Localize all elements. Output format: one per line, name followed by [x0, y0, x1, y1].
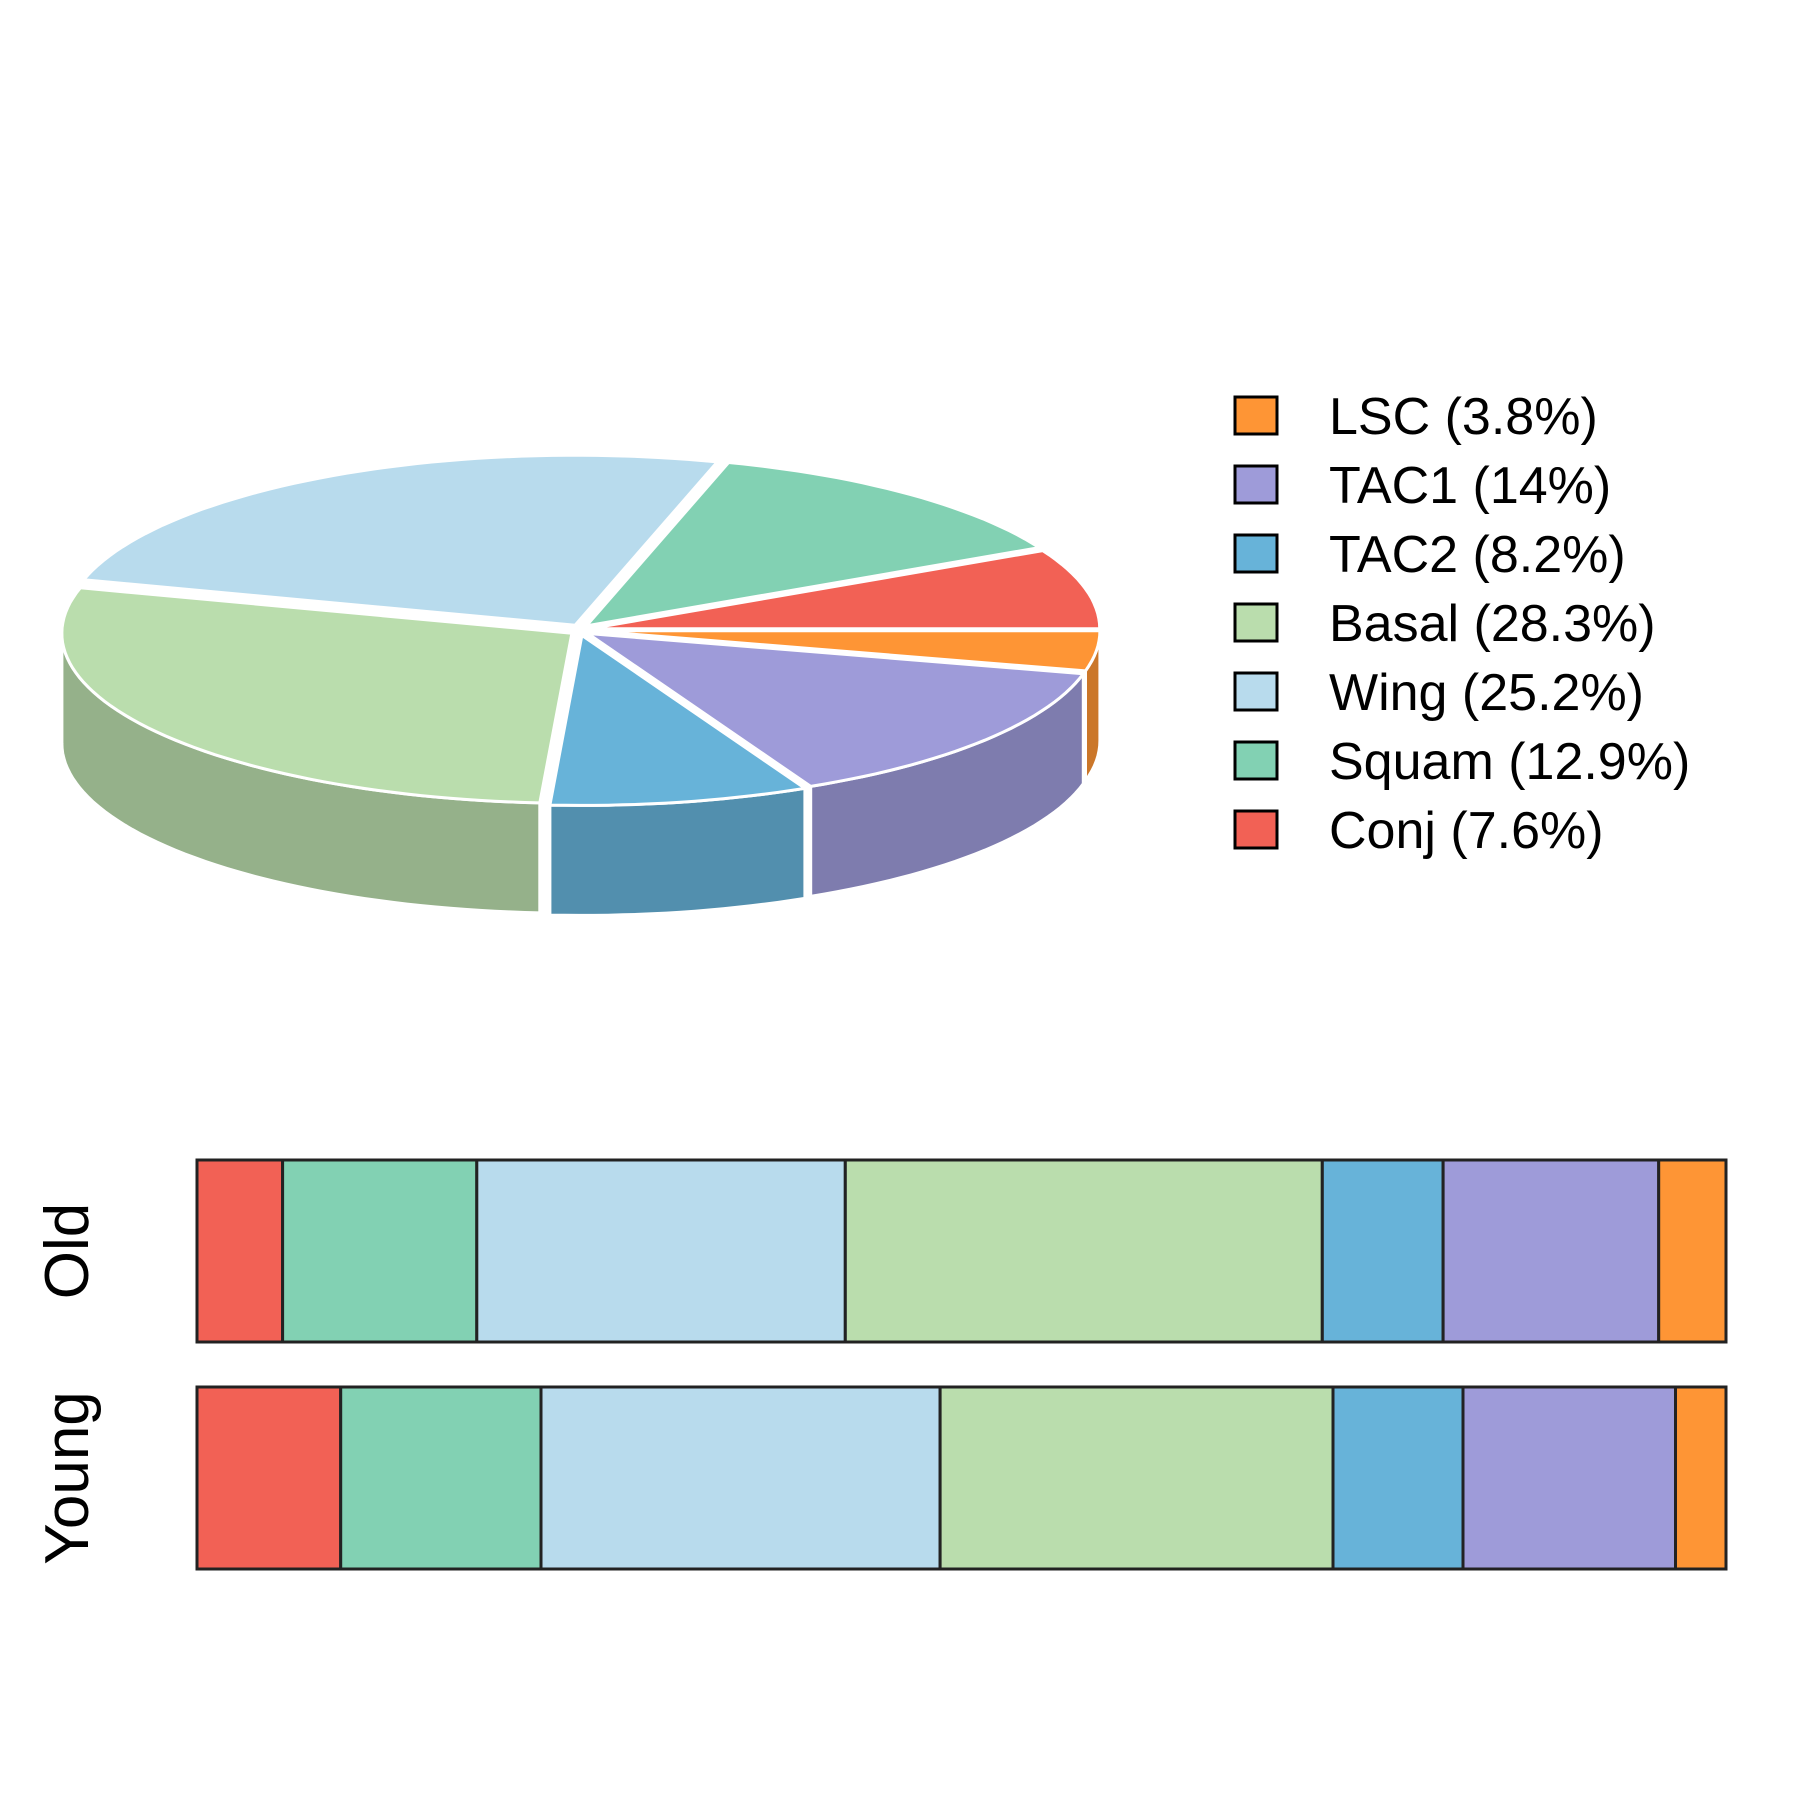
legend-swatch [1233, 740, 1279, 781]
legend-label: Basal (28.3%) [1329, 595, 1656, 653]
bar-segment-young-basal [938, 1385, 1335, 1571]
bar-segment-old-lsc [1657, 1158, 1728, 1344]
pie-chart [60, 453, 1102, 917]
bar-segment-young-lsc [1674, 1385, 1728, 1571]
bar-segment-old-tac1 [1441, 1158, 1661, 1344]
legend-label: Conj (7.6%) [1329, 802, 1604, 860]
legend-item-lsc: LSC (3.8%) [1233, 388, 1598, 446]
stacked-bar-chart: Old Young [33, 1158, 1728, 1571]
legend-label: Squam (12.9%) [1329, 733, 1690, 791]
bar-outline [195, 1158, 1728, 1344]
category-label-young: Young [33, 1391, 102, 1565]
legend-item-tac1: TAC1 (14%) [1233, 457, 1611, 515]
legend-item-conj: Conj (7.6%) [1233, 802, 1604, 860]
legend-swatch [1233, 464, 1279, 505]
legend-item-squam: Squam (12.9%) [1233, 733, 1690, 791]
legend-label: LSC (3.8%) [1329, 388, 1598, 446]
bar-row-old: Old [33, 1158, 1728, 1344]
legend-label: TAC1 (14%) [1329, 457, 1611, 515]
bar-segment-young-tac1 [1461, 1385, 1677, 1571]
bar-segment-old-wing [475, 1158, 847, 1344]
legend-swatch [1233, 533, 1279, 574]
pie-slice-tac2 [548, 632, 809, 807]
pie-side-tac2 [548, 786, 807, 917]
bar-segment-old-squam [281, 1158, 479, 1344]
bar-segment-old-tac2 [1320, 1158, 1445, 1344]
pie-legend: LSC (3.8%) TAC1 (14%) TAC2 (8.2%) Basal (28… [1233, 388, 1690, 860]
pie-tops [60, 453, 1102, 807]
pie-slice-tac1 [582, 631, 1087, 788]
pie-slice-wing [80, 453, 721, 627]
legend-label: Wing (25.2%) [1329, 664, 1644, 722]
legend-item-basal: Basal (28.3%) [1233, 595, 1656, 653]
legend-item-tac2: TAC2 (8.2%) [1233, 526, 1626, 584]
pie-slice-lsc [589, 629, 1102, 673]
bar-row-young: Young [33, 1385, 1728, 1571]
bar-segment-young-squam [339, 1385, 543, 1571]
legend-swatch [1233, 602, 1279, 643]
bar-outline [195, 1385, 1728, 1571]
bar-segment-young-conj [195, 1385, 343, 1571]
pie-sides [60, 630, 1102, 917]
legend-label: TAC2 (8.2%) [1329, 526, 1626, 584]
legend-swatch [1233, 671, 1279, 712]
category-label-old: Old [33, 1203, 102, 1299]
pie-slice-conj [589, 549, 1102, 631]
pie-slice-basal [60, 586, 574, 805]
legend-swatch [1233, 395, 1279, 436]
bar-segment-old-basal [843, 1158, 1324, 1344]
pie-slice-squam [582, 460, 1044, 628]
bar-segment-old-conj [195, 1158, 285, 1344]
bar-segment-young-wing [539, 1385, 942, 1571]
legend-swatch [1233, 809, 1279, 850]
legend-item-wing: Wing (25.2%) [1233, 664, 1644, 722]
bar-segment-young-tac2 [1331, 1385, 1465, 1571]
